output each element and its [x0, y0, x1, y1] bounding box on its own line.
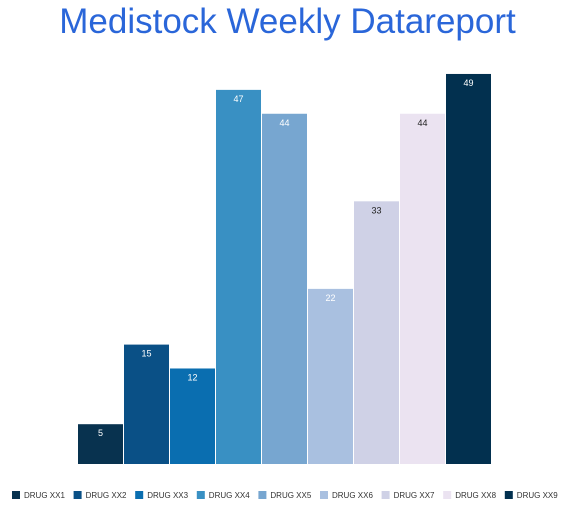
legend-label: DRUG XX7	[394, 491, 435, 500]
bar-drug-xx9	[446, 73, 491, 465]
bar-drug-xx6	[308, 288, 353, 464]
legend-label: DRUG XX8	[455, 491, 496, 500]
bars-group	[78, 73, 491, 465]
legend: DRUG XX1 DRUG XX2 DRUG XX3 DRUG XX4 DRUG XX5…	[12, 491, 558, 500]
legend-item-drug-xx4[interactable]: DRUG XX4	[196, 491, 250, 500]
value-label-drug-xx8: 44	[417, 118, 427, 128]
chart-title: Medistock Weekly Datareport	[59, 2, 516, 41]
legend-item-drug-xx8[interactable]: DRUG XX8	[443, 491, 497, 500]
legend-swatch	[12, 491, 20, 499]
value-label-drug-xx5: 44	[279, 118, 289, 128]
legend-swatch	[73, 491, 82, 499]
legend-item-drug-xx9[interactable]: DRUG XX9	[504, 491, 558, 500]
legend-swatch	[135, 491, 144, 499]
legend-item-drug-xx1[interactable]: DRUG XX1	[12, 491, 65, 500]
value-labels-group: 5 15 12 47 44 22 33 44 49	[98, 78, 474, 438]
value-label-drug-xx2: 15	[141, 349, 151, 359]
bar-drug-xx7	[354, 201, 399, 464]
legend-label: DRUG XX1	[24, 491, 65, 500]
bar-drug-xx3	[170, 368, 215, 464]
legend-item-drug-xx6[interactable]: DRUG XX6	[320, 491, 373, 500]
legend-swatch	[320, 491, 328, 499]
legend-label: DRUG XX9	[517, 491, 558, 500]
legend-swatch	[258, 491, 267, 499]
value-label-drug-xx1: 5	[98, 428, 103, 438]
legend-item-drug-xx5[interactable]: DRUG XX5	[258, 491, 312, 500]
bar-drug-xx2	[124, 344, 169, 464]
bar-drug-xx5	[262, 113, 307, 464]
value-label-drug-xx3: 12	[187, 372, 197, 382]
value-label-drug-xx9: 49	[463, 78, 473, 88]
bar-drug-xx1	[78, 424, 123, 464]
legend-swatch	[504, 491, 513, 499]
legend-swatch	[381, 491, 390, 499]
value-label-drug-xx4: 47	[233, 94, 243, 104]
bar-drug-xx8	[400, 113, 445, 464]
legend-label: DRUG XX6	[332, 491, 373, 500]
legend-label: DRUG XX3	[147, 491, 188, 500]
legend-label: DRUG XX4	[209, 491, 250, 500]
value-label-drug-xx7: 33	[371, 205, 381, 215]
legend-item-drug-xx3[interactable]: DRUG XX3	[135, 491, 189, 500]
legend-item-drug-xx7[interactable]: DRUG XX7	[381, 491, 435, 500]
value-label-drug-xx6: 22	[325, 293, 335, 303]
legend-label: DRUG XX2	[86, 491, 127, 500]
bar-drug-xx4	[216, 89, 261, 464]
legend-swatch	[443, 491, 452, 499]
legend-label: DRUG XX5	[270, 491, 311, 500]
legend-item-drug-xx2[interactable]: DRUG XX2	[73, 491, 127, 500]
legend-swatch	[196, 491, 205, 499]
